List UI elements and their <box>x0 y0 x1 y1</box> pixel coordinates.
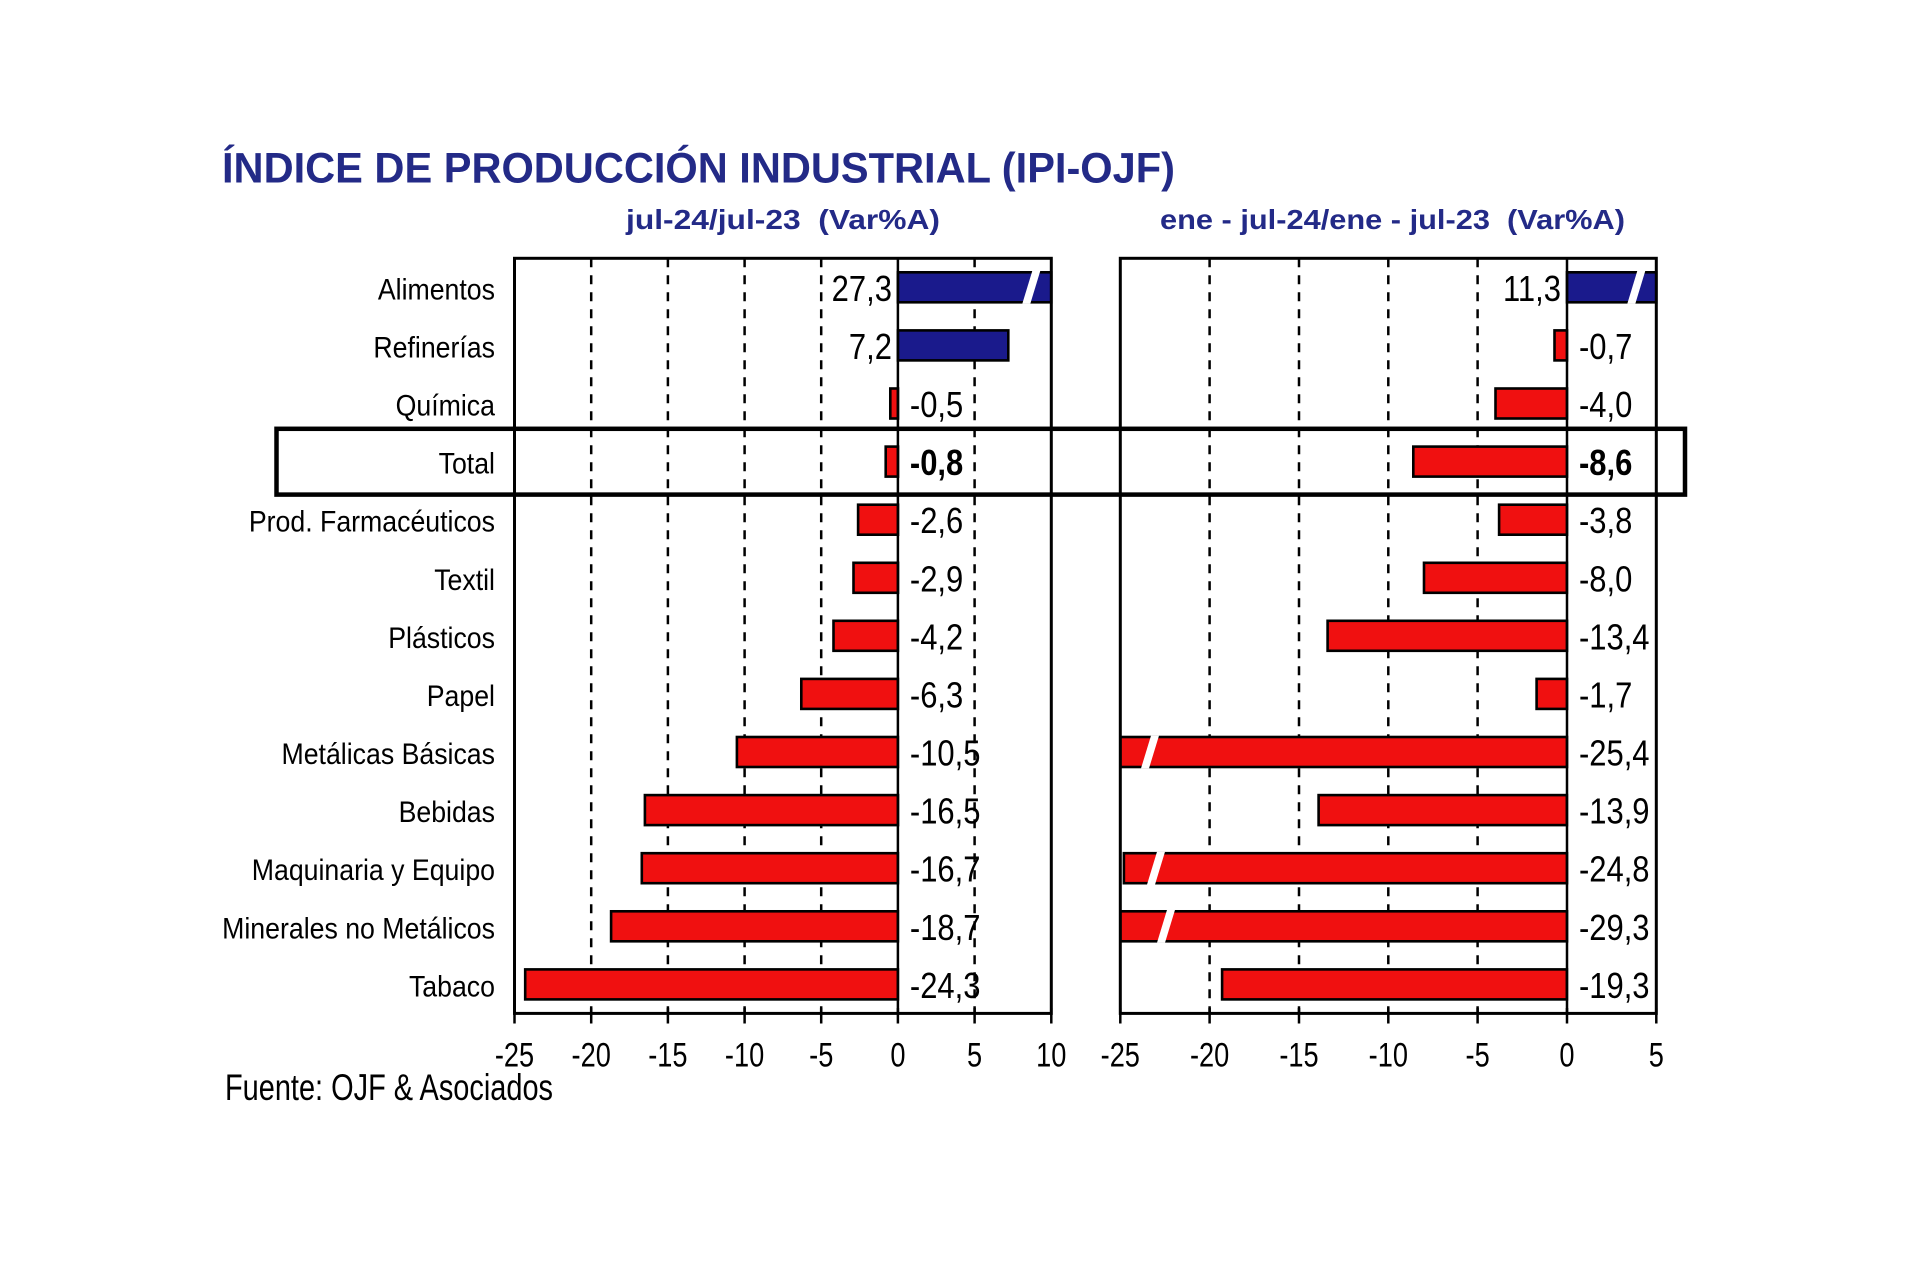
svg-text:-15: -15 <box>648 1036 687 1075</box>
svg-text:-20: -20 <box>572 1036 611 1075</box>
svg-text:-25: -25 <box>1101 1036 1140 1075</box>
svg-text:-8,6: -8,6 <box>1579 444 1632 484</box>
svg-text:-8,0: -8,0 <box>1579 560 1632 600</box>
svg-text:-2,9: -2,9 <box>910 560 963 600</box>
svg-text:-2,6: -2,6 <box>910 502 963 542</box>
svg-text:-29,3: -29,3 <box>1579 909 1650 949</box>
svg-text:-13,9: -13,9 <box>1579 793 1650 833</box>
svg-text:ÍNDICE DE PRODUCCIÓN INDUSTRIA: ÍNDICE DE PRODUCCIÓN INDUSTRIAL (IPI-OJF… <box>222 144 1175 193</box>
svg-text:Fuente: OJF & Asociados: Fuente: OJF & Asociados <box>225 1067 553 1108</box>
svg-text:Plásticos: Plásticos <box>388 621 495 655</box>
svg-text:-20: -20 <box>1190 1036 1229 1075</box>
svg-text:Minerales no Metálicos: Minerales no Metálicos <box>222 912 495 946</box>
svg-text:-25: -25 <box>495 1036 534 1075</box>
svg-text:Tabaco: Tabaco <box>409 970 495 1004</box>
svg-text:-1,7: -1,7 <box>1579 676 1632 716</box>
svg-text:Química: Química <box>396 389 496 423</box>
svg-text:-4,0: -4,0 <box>1579 386 1632 426</box>
svg-text:-0,7: -0,7 <box>1579 328 1632 368</box>
svg-text:0: 0 <box>890 1036 905 1075</box>
svg-text:-18,7: -18,7 <box>910 909 981 949</box>
svg-text:Maquinaria y Equipo: Maquinaria y Equipo <box>252 854 495 888</box>
svg-text:-24,8: -24,8 <box>1579 851 1650 891</box>
svg-text:-16,5: -16,5 <box>910 793 981 833</box>
svg-text:jul-24/jul-23 (Var%A): jul-24/jul-23 (Var%A) <box>625 204 940 235</box>
svg-text:27,3: 27,3 <box>832 270 892 310</box>
svg-text:5: 5 <box>1649 1036 1664 1075</box>
svg-text:10: 10 <box>1036 1036 1066 1075</box>
svg-text:-13,4: -13,4 <box>1579 618 1650 658</box>
svg-text:-24,3: -24,3 <box>910 967 981 1007</box>
svg-text:-15: -15 <box>1279 1036 1318 1075</box>
svg-text:Papel: Papel <box>427 679 495 713</box>
svg-text:-5: -5 <box>1466 1036 1490 1075</box>
svg-text:-0,5: -0,5 <box>910 386 963 426</box>
svg-text:-16,7: -16,7 <box>910 851 981 891</box>
svg-text:Textil: Textil <box>434 563 495 597</box>
svg-text:-4,2: -4,2 <box>910 618 963 658</box>
svg-text:-3,8: -3,8 <box>1579 502 1632 542</box>
svg-text:-5: -5 <box>809 1036 833 1075</box>
svg-text:-19,3: -19,3 <box>1579 967 1650 1007</box>
svg-text:Bebidas: Bebidas <box>399 796 495 830</box>
svg-text:Refinerías: Refinerías <box>373 331 495 365</box>
svg-text:-10: -10 <box>1369 1036 1408 1075</box>
svg-text:0: 0 <box>1559 1036 1574 1075</box>
svg-text:-6,3: -6,3 <box>910 676 963 716</box>
svg-text:-25,4: -25,4 <box>1579 734 1650 774</box>
svg-text:Metálicas Básicas: Metálicas Básicas <box>281 738 495 772</box>
svg-text:Prod. Farmacéuticos: Prod. Farmacéuticos <box>249 505 495 539</box>
svg-text:11,3: 11,3 <box>1503 270 1561 310</box>
svg-text:Total: Total <box>439 447 495 481</box>
svg-text:-10,5: -10,5 <box>910 734 981 774</box>
svg-text:5: 5 <box>967 1036 982 1075</box>
svg-text:ene - jul-24/ene - jul-23 (Va: ene - jul-24/ene - jul-23 (Var%A) <box>1160 204 1625 235</box>
svg-text:-0,8: -0,8 <box>910 444 963 484</box>
svg-text:-10: -10 <box>725 1036 764 1075</box>
svg-text:Alimentos: Alimentos <box>378 273 495 307</box>
svg-text:7,2: 7,2 <box>849 328 892 368</box>
